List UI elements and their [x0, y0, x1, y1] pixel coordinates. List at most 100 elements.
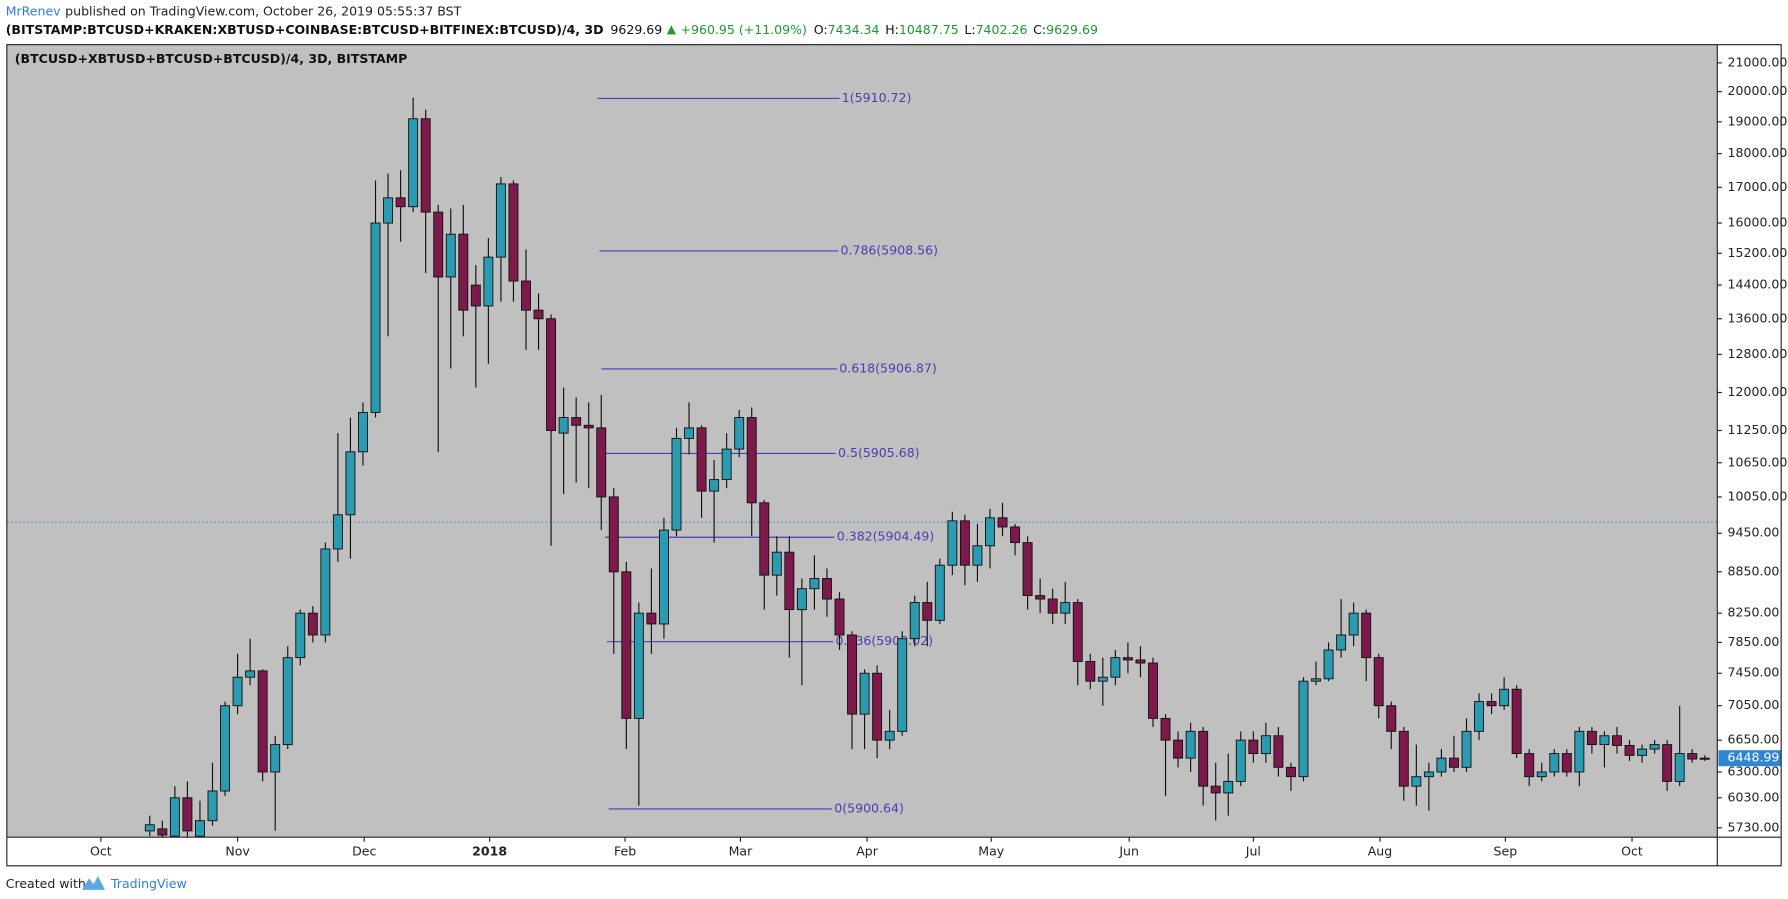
candle-body — [1486, 701, 1497, 707]
fib-level-label: 0.382(5904.49) — [837, 529, 935, 544]
published-text: published on TradingView.com, October 26… — [65, 3, 461, 18]
y-tick-label: 8250.00 — [1728, 605, 1780, 620]
candle-body — [358, 411, 368, 453]
candle-body — [1323, 649, 1334, 680]
candle-body — [220, 705, 231, 792]
candle-body — [784, 551, 795, 611]
candle-body — [1386, 705, 1397, 732]
candle-body — [734, 417, 745, 450]
candle-body — [282, 657, 293, 746]
candle-body — [1160, 717, 1171, 741]
candle-body — [157, 828, 168, 836]
candle-body — [182, 797, 193, 832]
fib-level-label: 0.786(5908.56) — [841, 242, 939, 257]
candle-body — [1423, 771, 1434, 778]
created-with: Created with — [6, 876, 86, 891]
candle-body — [1499, 688, 1510, 707]
y-tick-label: 11250.00 — [1728, 422, 1788, 437]
candle-body — [483, 256, 494, 307]
candle-body — [934, 564, 945, 621]
candle-body — [1148, 662, 1158, 719]
candle-body — [1173, 739, 1184, 759]
candle-body — [1185, 730, 1196, 759]
candle-body — [1411, 776, 1422, 787]
candle-body — [809, 578, 820, 590]
fib-level-label: 1(5910.72) — [842, 90, 912, 105]
candle-body — [332, 514, 343, 550]
candle-body — [1561, 753, 1572, 773]
x-tick-label: Dec — [352, 844, 376, 859]
candle-body — [458, 233, 469, 311]
candle-body — [959, 520, 970, 566]
candle-body — [1599, 735, 1610, 746]
candle-body — [1122, 657, 1133, 661]
candle-body — [508, 183, 519, 282]
y-tick-label: 13600.00 — [1728, 310, 1788, 325]
high-label: H: — [885, 21, 899, 36]
symbol: (BITSTAMP:BTCUSD+KRAKEN:XBTUSD+COINBASE:… — [6, 21, 604, 36]
candle-body — [1436, 757, 1447, 773]
candle-body — [571, 417, 582, 426]
close-value: 9629.69 — [1046, 21, 1098, 36]
y-tick-label: 19000.00 — [1728, 113, 1788, 128]
series-title: (BTCUSD+XBTUSD+BTCUSD+BTCUSD)/4, 3D, BIT… — [15, 51, 408, 66]
price-axis-panel — [1717, 44, 1782, 866]
x-tick-label: Nov — [225, 844, 250, 859]
candle-body — [169, 797, 180, 837]
candle-body — [245, 670, 256, 678]
x-tick-label: Aug — [1368, 844, 1392, 859]
candle-body — [1311, 678, 1321, 682]
candle-body — [370, 222, 381, 413]
time-axis-panel — [6, 837, 1718, 866]
brand-link[interactable]: TradingView — [110, 876, 187, 891]
y-tick-label: 10650.00 — [1728, 454, 1788, 469]
symbol-line: (BITSTAMP:BTCUSD+KRAKEN:XBTUSD+COINBASE:… — [6, 21, 1098, 36]
candle-body — [759, 502, 770, 576]
y-tick-label: 18000.00 — [1728, 145, 1788, 160]
candle-body — [521, 280, 531, 311]
footer: Created with TradingView — [6, 876, 187, 891]
candle-body — [1699, 757, 1710, 760]
candle-body — [796, 588, 807, 611]
candle-body — [1060, 602, 1071, 614]
candle-body — [1223, 780, 1234, 794]
open-value: 7434.34 — [828, 21, 880, 36]
tradingview-logo[interactable] — [82, 876, 105, 890]
x-tick-label: Mar — [729, 844, 753, 859]
candle-body — [1085, 661, 1096, 682]
candle-body — [709, 479, 720, 492]
candle-body — [470, 284, 481, 307]
candle-body — [1536, 771, 1547, 778]
candle-body — [658, 529, 669, 625]
candle-body — [320, 548, 331, 636]
candle-body — [771, 551, 782, 576]
candle-body — [383, 197, 394, 224]
candle-body — [834, 598, 845, 636]
x-tick-label: Oct — [1621, 844, 1643, 859]
candle-body — [295, 612, 306, 659]
x-tick-label: Oct — [90, 844, 112, 859]
candle-body — [307, 612, 318, 636]
up-arrow-icon — [666, 25, 676, 35]
candle-body — [646, 612, 657, 625]
candle-body — [533, 309, 544, 320]
candle-body — [1110, 657, 1121, 678]
y-tick-label: 6650.00 — [1728, 732, 1780, 747]
candle-body — [345, 451, 356, 516]
candle-body — [420, 118, 431, 213]
author[interactable]: MrRenev — [6, 3, 61, 18]
candle-body — [1348, 612, 1359, 636]
candle-body — [821, 578, 832, 600]
candle-body — [684, 427, 694, 439]
candle-body — [1524, 753, 1535, 778]
x-tick-label: May — [978, 844, 1004, 859]
fib-level-label: 0.618(5906.87) — [839, 360, 937, 375]
candle-body — [1398, 730, 1409, 787]
y-tick-label: 5730.00 — [1728, 819, 1780, 834]
x-tick-label: Apr — [856, 844, 879, 859]
candle-body — [847, 634, 858, 715]
candle-body — [558, 417, 569, 434]
candle-body — [1298, 680, 1309, 778]
candle-body — [1097, 676, 1108, 682]
